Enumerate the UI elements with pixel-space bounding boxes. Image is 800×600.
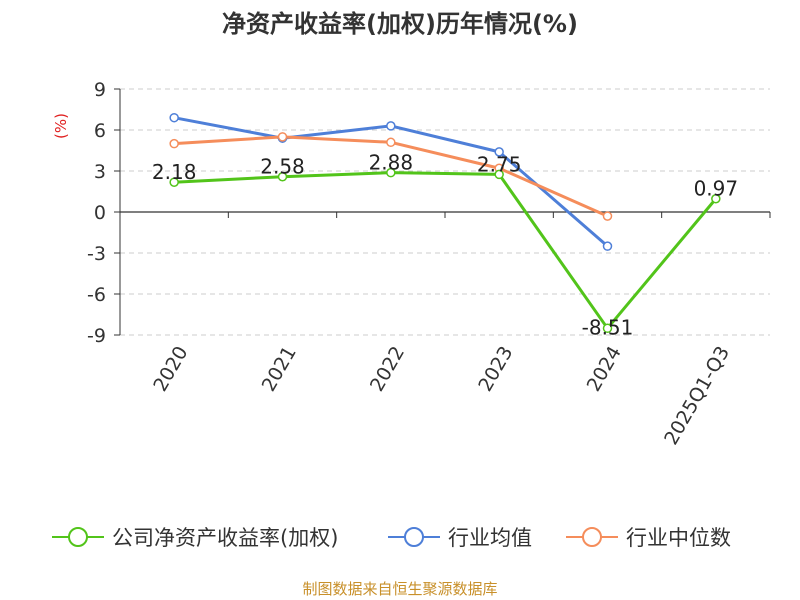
data-point [386, 137, 396, 148]
data-labels: 2.18 2.58 2.88 2.75 -8.51 0.97 [152, 151, 738, 340]
x-tick-label: 2023 [474, 343, 517, 396]
legend-label: 公司净资产收益率(加权) [112, 526, 338, 550]
y-tick-label: 6 [94, 120, 106, 142]
data-point [494, 169, 504, 180]
footer-source: 制图数据来自恒生聚源数据库 [302, 580, 498, 598]
legend-label: 行业中位数 [626, 526, 731, 550]
data-label: 2.58 [260, 155, 305, 179]
data-label: 2.75 [477, 152, 522, 176]
data-point [386, 167, 396, 178]
x-tick-label: 2021 [258, 343, 301, 396]
legend-marker [582, 527, 602, 547]
data-point [169, 177, 179, 187]
grid-lines [120, 88, 770, 336]
legend: 公司净资产收益率(加权) 行业均值 行业中位数 [52, 526, 731, 550]
legend-marker [404, 527, 424, 547]
y-tick-label: 9 [94, 79, 106, 101]
data-label: -8.51 [582, 315, 634, 339]
data-point [169, 138, 179, 149]
data-label: 0.97 [694, 177, 739, 201]
data-point [386, 121, 396, 131]
series-lines [173, 116, 717, 330]
y-axis-label: (%) [52, 113, 70, 139]
data-label: 2.18 [152, 160, 197, 184]
legend-label: 行业均值 [448, 526, 532, 550]
x-tick-label: 2020 [149, 343, 192, 396]
data-point [602, 323, 613, 334]
x-tick-label: 2024 [583, 343, 626, 396]
data-point [169, 112, 179, 123]
data-point [711, 193, 721, 204]
data-point [277, 132, 288, 142]
data-label: 2.88 [369, 151, 414, 175]
y-tick-label: -9 [87, 325, 106, 347]
data-point [277, 171, 288, 182]
y-tick-label: 0 [94, 202, 106, 224]
data-point [602, 211, 613, 221]
series-line [174, 171, 717, 330]
x-tick-label: 2025Q1-Q3 [660, 343, 734, 449]
legend-marker [68, 527, 88, 547]
series-line [173, 116, 609, 248]
y-tick-label: -6 [87, 284, 106, 306]
data-point [602, 241, 613, 251]
x-tick-label: 2022 [366, 343, 409, 396]
y-tick-label: 3 [94, 161, 106, 183]
data-point [494, 147, 504, 157]
chart-title: 净资产收益率(加权)历年情况(%) [222, 10, 578, 38]
y-tick-label: -3 [87, 243, 106, 265]
data-points [169, 112, 721, 334]
